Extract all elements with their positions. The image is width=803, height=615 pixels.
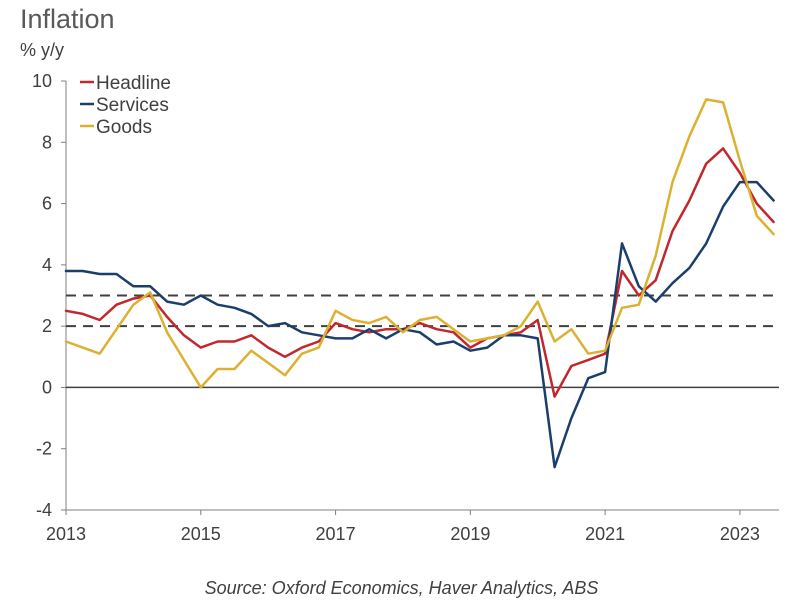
x-tick-label: 2019 — [450, 524, 490, 544]
legend-label-services: Services — [96, 95, 169, 116]
y-tick-label: 6 — [42, 194, 52, 214]
x-tick-label: 2015 — [181, 524, 221, 544]
y-tick-label: 4 — [42, 255, 52, 275]
y-axis-unit-label: % y/y — [20, 40, 65, 60]
y-tick-label: 8 — [42, 132, 52, 152]
source-note: Source: Oxford Economics, Haver Analytic… — [204, 578, 599, 598]
legend-label-headline: Headline — [96, 73, 171, 94]
series-line-headline — [64, 147, 775, 398]
y-tick-label: -4 — [36, 500, 52, 520]
y-tick-label: -2 — [36, 439, 52, 459]
series-layer — [64, 98, 775, 469]
x-tick-label: 2013 — [46, 524, 86, 544]
y-tick-label: 10 — [32, 71, 52, 91]
axes-layer: -4 -2 0 2 4 6 8 10 2013 2015 2017 2019 2021 2023 — [32, 71, 779, 544]
x-tick-label: 2023 — [720, 524, 760, 544]
y-tick-label: 2 — [42, 316, 52, 336]
series-line-goods — [64, 98, 775, 389]
y-tick-label: 0 — [42, 377, 52, 397]
x-tick-label: 2017 — [316, 524, 356, 544]
series-line-services — [64, 180, 775, 469]
inflation-line-chart: -4 -2 0 2 4 6 8 10 2013 2015 2017 2019 2021 2023 Head… — [32, 71, 779, 544]
legend-label-goods: Goods — [96, 117, 152, 138]
chart-title: Inflation — [20, 4, 115, 34]
x-tick-label: 2021 — [585, 524, 625, 544]
